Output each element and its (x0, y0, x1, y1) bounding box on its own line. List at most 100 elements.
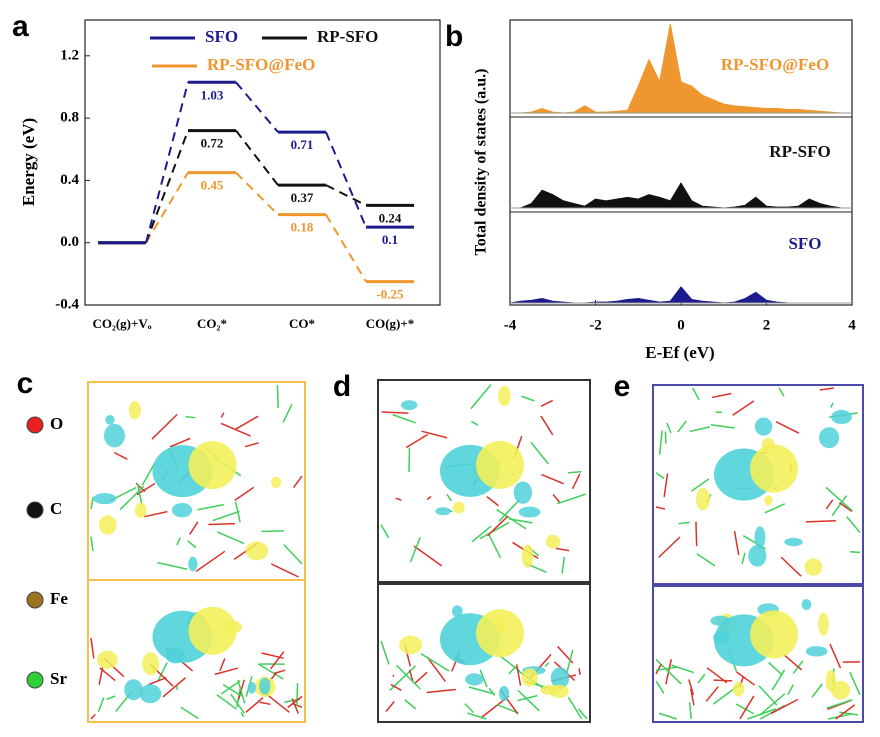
structure-detail (741, 552, 746, 565)
structure-detail (706, 667, 728, 684)
x-tick-label: 2 (763, 317, 771, 333)
structure-detail (771, 669, 786, 691)
structure-detail (471, 525, 492, 543)
structure-detail (380, 640, 390, 665)
structure-detail (148, 676, 167, 686)
structure-detail (90, 713, 96, 720)
structure-detail (561, 556, 566, 574)
structure-detail (214, 667, 239, 676)
structure-detail (404, 699, 417, 710)
value-label: 0.45 (201, 178, 224, 193)
structure-detail (408, 669, 414, 682)
series-label: RP-SFO (769, 142, 830, 161)
structure-detail (257, 663, 284, 680)
structure-detail (451, 605, 463, 618)
structure-detail (498, 499, 521, 522)
structure-detail (90, 496, 95, 510)
structure-detail (103, 423, 125, 448)
structure-detail (426, 495, 432, 501)
structure-detail (93, 493, 117, 505)
structure-detail (711, 392, 732, 399)
structure-detail (237, 679, 246, 704)
structure-detail (695, 487, 710, 511)
legend-label: SFO (205, 27, 238, 46)
atom-label: Sr (50, 669, 67, 688)
structure-detail (825, 486, 854, 512)
structure-detail (452, 501, 465, 514)
x-tick-label: 0 (677, 317, 685, 333)
x-tick-label: CO₂(g)+Vₒ (92, 316, 151, 331)
legend-label: RP-SFO@FeO (207, 55, 315, 74)
structure-detail (271, 476, 282, 489)
structure-detail (819, 387, 834, 391)
atom-label: O (50, 414, 63, 433)
structure-detail (139, 684, 162, 704)
structure-detail (521, 668, 538, 687)
structure-detail (197, 503, 225, 511)
structure-detail (818, 612, 829, 636)
series-label: SFO (788, 234, 821, 253)
structure-detail (805, 520, 836, 523)
structure-detail (691, 478, 710, 492)
structure-detail (565, 649, 574, 674)
structure-detail (208, 522, 236, 526)
structure-detail (754, 417, 773, 436)
structure-detail (571, 473, 581, 490)
structure-detail (517, 689, 540, 712)
structure-detail (655, 658, 682, 685)
value-label: -0.25 (376, 287, 404, 302)
legend-label: RP-SFO (317, 27, 378, 46)
panel-letter: d (333, 370, 351, 403)
structure-detail (838, 502, 853, 513)
structure-detail (395, 497, 402, 502)
structure-detail (98, 515, 117, 535)
structure-detail (750, 444, 798, 493)
structure-detail (96, 650, 118, 669)
x-tick-label: 4 (848, 317, 856, 333)
structure-detail (188, 441, 237, 490)
connector (235, 171, 279, 216)
structure-detail (688, 679, 695, 696)
x-tick-label: CO₂* (197, 316, 227, 331)
structure-detail (405, 433, 429, 449)
value-label: 0.1 (382, 232, 398, 247)
structure-detail (518, 506, 541, 518)
structure-detail (829, 643, 842, 669)
structure-detail (549, 684, 569, 698)
structure-detail (136, 483, 143, 505)
structure-detail (245, 541, 269, 561)
structure-detail (689, 688, 695, 706)
atom-swatch (26, 671, 44, 689)
structure-detail (380, 524, 390, 539)
structure-detail (487, 515, 509, 537)
structure-detail (517, 694, 538, 702)
structure-detail (666, 422, 672, 434)
structure-detail (689, 426, 711, 433)
structure-detail (735, 703, 755, 715)
structure-detail (426, 688, 456, 694)
structure-detail (663, 473, 669, 498)
structure-detail (119, 485, 145, 511)
structure-detail (677, 420, 687, 433)
structure-detail (498, 685, 510, 702)
structure-detail (144, 510, 168, 518)
structure-detail (124, 679, 143, 701)
structure-detail (234, 486, 255, 501)
structure-detail (655, 472, 665, 480)
structure-detail (259, 701, 271, 706)
y-tick-label: -0.4 (55, 296, 79, 312)
structure-detail (530, 441, 549, 465)
structure-detail (846, 516, 861, 533)
structure-detail (287, 695, 303, 709)
connector (325, 184, 367, 207)
structure-detail (169, 437, 191, 448)
structure-detail (655, 680, 665, 694)
structure-detail (151, 413, 178, 440)
structure-detail (464, 703, 474, 714)
x-tick-label: CO* (289, 316, 315, 331)
structure-detail (216, 694, 237, 710)
structure-detail (220, 412, 225, 418)
structure-detail (446, 493, 452, 502)
structure-detail (476, 609, 524, 658)
y-tick-label: 1.2 (60, 47, 79, 63)
